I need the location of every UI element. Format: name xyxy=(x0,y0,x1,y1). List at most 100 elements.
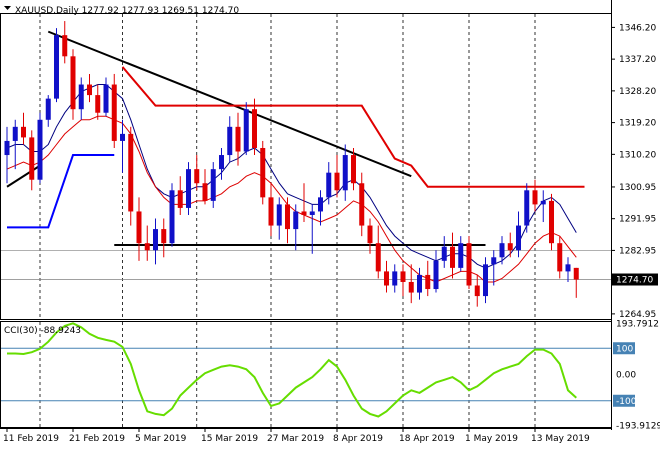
candle-body xyxy=(54,35,59,99)
candle-body xyxy=(450,246,455,268)
candle-body xyxy=(235,126,241,152)
candle-body xyxy=(210,169,216,201)
candle-body xyxy=(557,243,563,272)
candle-body xyxy=(136,211,142,244)
cci-line xyxy=(7,322,577,418)
candle-body xyxy=(194,169,200,184)
candle-body xyxy=(78,84,84,110)
candle-body xyxy=(375,243,381,272)
candle-body xyxy=(153,229,158,251)
price-tick-label: 1337.20 xyxy=(619,55,656,65)
candle-body xyxy=(425,274,431,290)
candle-body xyxy=(532,190,538,205)
candle-body xyxy=(334,172,340,191)
cci-tick-label: -100 xyxy=(616,397,637,407)
price-tick-label: 1291.95 xyxy=(619,215,656,225)
date-label: 11 Feb 2019 xyxy=(3,434,59,444)
date-label: 5 Mar 2019 xyxy=(135,434,187,444)
candle-body xyxy=(491,257,497,265)
moving-average-red xyxy=(6,115,577,283)
collapse-triangle-icon[interactable] xyxy=(4,6,11,10)
candle-body xyxy=(276,204,282,226)
date-label: 21 Feb 2019 xyxy=(69,434,125,444)
candle-body xyxy=(359,183,365,226)
candle-body xyxy=(219,155,224,170)
candle-body xyxy=(161,229,167,244)
cci-tick-label: 100 xyxy=(616,344,633,354)
candle-body xyxy=(441,246,447,261)
date-label: 15 Mar 2019 xyxy=(201,434,258,444)
price-tick-label: 1319.20 xyxy=(619,119,656,129)
moving-average-navy xyxy=(6,84,577,269)
candle-body xyxy=(227,126,233,156)
candle-body xyxy=(111,84,117,141)
candle-body xyxy=(12,126,18,141)
price-tick-label: 1310.20 xyxy=(619,150,656,160)
cci-tick-label: 0.00 xyxy=(616,371,636,381)
moving-averages xyxy=(6,84,577,283)
candle-body xyxy=(260,147,266,198)
cci-level-marker xyxy=(613,342,635,355)
candle-body xyxy=(293,211,299,230)
candle-body xyxy=(318,197,323,212)
price-panel-frame xyxy=(0,13,612,320)
candle-body xyxy=(417,274,422,293)
candle-body xyxy=(549,200,554,244)
candle-body xyxy=(95,95,101,113)
price-tick-label: 1282.95 xyxy=(619,246,656,256)
drawn-lines xyxy=(6,30,585,246)
trend-line[interactable] xyxy=(6,164,41,188)
date-label: 8 Apr 2019 xyxy=(333,434,383,444)
candle-body xyxy=(45,98,51,120)
blue-step-line[interactable] xyxy=(7,154,115,229)
candle-body xyxy=(301,211,307,215)
candle-body xyxy=(186,169,191,208)
candle-body xyxy=(268,197,274,226)
date-label: 18 Apr 2019 xyxy=(399,434,455,444)
candle-body xyxy=(70,56,76,110)
candle-body xyxy=(351,155,356,184)
candle-body xyxy=(285,204,290,230)
cci-panel-frame xyxy=(0,321,612,428)
candle-body xyxy=(120,133,125,141)
candle-body xyxy=(4,140,10,156)
price-axis: 1346.20 1337.20 1328.20 1319.20 1310.20 1300.… xyxy=(611,23,658,320)
candle-body xyxy=(37,119,43,180)
candle-body xyxy=(392,271,398,286)
candle-body xyxy=(400,271,406,282)
candle-body xyxy=(474,285,480,297)
candles xyxy=(4,21,579,307)
candle-body xyxy=(21,126,26,138)
candle-body xyxy=(367,225,373,244)
red-resistance-line[interactable] xyxy=(121,66,585,188)
candle-body xyxy=(169,190,175,244)
date-label: 13 May 2019 xyxy=(531,434,590,444)
price-tick-label: 1346.20 xyxy=(619,23,656,33)
candle-body xyxy=(62,35,68,57)
price-tick-label: 1328.20 xyxy=(619,87,656,97)
candle-body xyxy=(128,133,134,212)
price-tick-label: 1264.95 xyxy=(619,310,656,320)
candle-body xyxy=(384,271,389,286)
candle-body xyxy=(573,267,579,280)
candle-body xyxy=(516,225,521,251)
candle-body xyxy=(342,155,348,191)
trend-line[interactable] xyxy=(47,30,412,178)
candle-body xyxy=(252,109,257,148)
candle-body xyxy=(540,200,546,205)
date-label: 27 Mar 2019 xyxy=(267,434,324,444)
candle-body xyxy=(408,281,414,293)
date-axis: 11 Feb 2019 21 Feb 2019 5 Mar 2019 15 Mar 2… xyxy=(3,428,590,444)
current-price-label: 1274.70 xyxy=(616,276,653,286)
candle-body xyxy=(202,183,208,201)
candle-body xyxy=(524,190,530,226)
candle-body xyxy=(483,264,488,297)
candle-body xyxy=(507,243,513,251)
cci-tick-label: -193.9129 xyxy=(616,421,660,431)
candle-body xyxy=(458,243,464,268)
cci-title: CCI(30) -88.9243 xyxy=(4,326,81,336)
candle-body xyxy=(326,172,332,198)
candle-body xyxy=(243,109,249,152)
